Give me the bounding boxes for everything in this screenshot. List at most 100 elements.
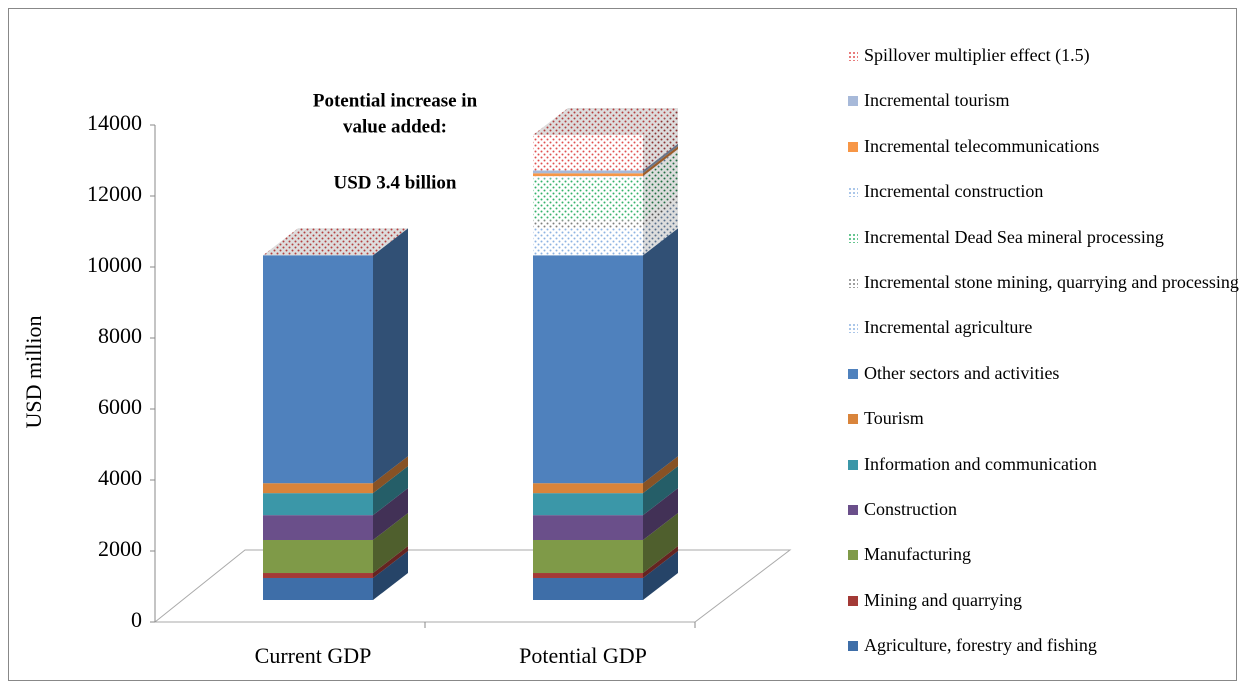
y-tick-label: 14000 <box>87 110 142 135</box>
legend-item: Incremental construction <box>848 181 1243 202</box>
bar-side <box>643 143 678 174</box>
legend-item: Incremental stone mining, quarrying and … <box>848 272 1243 292</box>
y-tick-label: 0 <box>131 607 142 632</box>
legend-label: Agriculture, forestry and fishing <box>864 635 1097 656</box>
bar-side <box>373 546 408 578</box>
legend-item: Spillover multiplier effect (1.5) <box>848 45 1243 65</box>
legend-label: Incremental telecommunications <box>864 135 1100 156</box>
legend-item: Manufacturing <box>848 544 1243 565</box>
bar-segment <box>263 483 373 494</box>
bar-top <box>263 228 408 256</box>
x-tick-label: Potential GDP <box>519 643 647 668</box>
legend-label: Mining and quarrying <box>864 589 1022 610</box>
annotation: USD 3.4 billion <box>333 172 456 193</box>
legend-label: Incremental stone mining, quarrying and … <box>864 272 1239 292</box>
x-tick-label: Current GDP <box>255 643 372 668</box>
y-tick-label: 2000 <box>98 536 142 561</box>
bar-segment <box>533 228 643 256</box>
bar-top <box>533 107 678 135</box>
legend-swatch <box>848 641 858 652</box>
bar-segment <box>533 483 643 494</box>
legend-item: Tourism <box>848 408 1243 429</box>
legend-item: Information and communication <box>848 455 1243 473</box>
bar-side <box>643 146 678 177</box>
bar-side <box>643 151 678 221</box>
bar-segment <box>533 178 643 221</box>
bar-segment <box>533 493 643 516</box>
bar-segment <box>263 573 373 578</box>
bar-segment <box>263 540 373 574</box>
legend-item: Incremental tourism <box>848 90 1243 111</box>
bar-side <box>373 456 408 494</box>
annotation: value added: <box>343 116 447 137</box>
bar-side <box>643 107 678 171</box>
legend-item: Mining and quarrying <box>848 589 1243 610</box>
y-tick-label: 10000 <box>87 252 142 277</box>
bar-side <box>643 228 678 484</box>
legend-swatch <box>848 459 858 470</box>
legend-label: Tourism <box>864 408 924 429</box>
bar-segment <box>533 220 643 229</box>
bar-segment <box>533 170 643 174</box>
bar-side <box>643 466 678 516</box>
y-tick-label: 12000 <box>87 181 142 206</box>
bar-side <box>373 550 408 600</box>
legend-label: Spillover multiplier effect (1.5) <box>864 45 1090 65</box>
legend-item: Incremental telecommunications <box>848 135 1243 156</box>
legend-swatch <box>848 414 858 425</box>
y-tick-label: 4000 <box>98 465 142 490</box>
bar-segment <box>533 577 643 600</box>
legend-label: Incremental tourism <box>864 90 1010 111</box>
bar-segment <box>533 173 643 177</box>
legend-swatch <box>848 505 858 515</box>
y-tick-label: 8000 <box>98 323 142 348</box>
bar-segment <box>263 515 373 541</box>
bar-side <box>643 201 678 256</box>
bar-side <box>373 488 408 541</box>
legend-item: Other sectors and activities <box>848 362 1243 383</box>
bar-side <box>643 550 678 600</box>
legend-swatch <box>848 187 858 198</box>
bar-segment <box>533 134 643 171</box>
bar-segment <box>533 540 643 574</box>
legend-label: Incremental Dead Sea mineral processing <box>864 226 1164 247</box>
legend-swatch <box>848 323 858 334</box>
legend-swatch <box>848 96 858 107</box>
legend-label: Manufacturing <box>864 544 971 565</box>
bar-segment <box>263 255 373 484</box>
bar-side <box>373 228 408 484</box>
legend-swatch <box>848 595 858 606</box>
y-axis-label: USD million <box>21 315 46 428</box>
bar-side <box>643 546 678 578</box>
bar-segment <box>533 573 643 578</box>
bar-side <box>643 513 678 574</box>
bar-side <box>643 193 678 229</box>
bar-side <box>643 488 678 541</box>
legend-item: Construction <box>848 500 1243 518</box>
legend-item: Agriculture, forestry and fishing <box>848 635 1243 656</box>
bar-side <box>643 456 678 494</box>
legend-swatch <box>848 278 858 288</box>
legend-swatch <box>848 232 858 243</box>
legend-swatch <box>848 368 858 379</box>
bar-segment <box>533 176 643 179</box>
bar-segment <box>533 515 643 541</box>
bar-segment <box>533 255 643 484</box>
bar-segment <box>263 493 373 516</box>
legend-swatch <box>848 141 858 152</box>
legend-item: Incremental Dead Sea mineral processing <box>848 226 1243 247</box>
legend-label: Incremental agriculture <box>864 317 1033 338</box>
y-tick-label: 6000 <box>98 394 142 419</box>
bar-side <box>373 466 408 516</box>
bar-side <box>643 149 678 179</box>
legend-label: Incremental construction <box>864 181 1044 202</box>
legend-label: Other sectors and activities <box>864 362 1060 383</box>
floor <box>153 549 792 623</box>
legend-swatch <box>848 51 858 61</box>
bar-segment <box>263 577 373 600</box>
bar-side <box>373 513 408 574</box>
legend-swatch <box>848 550 858 561</box>
annotation: Potential increase in <box>313 90 478 111</box>
